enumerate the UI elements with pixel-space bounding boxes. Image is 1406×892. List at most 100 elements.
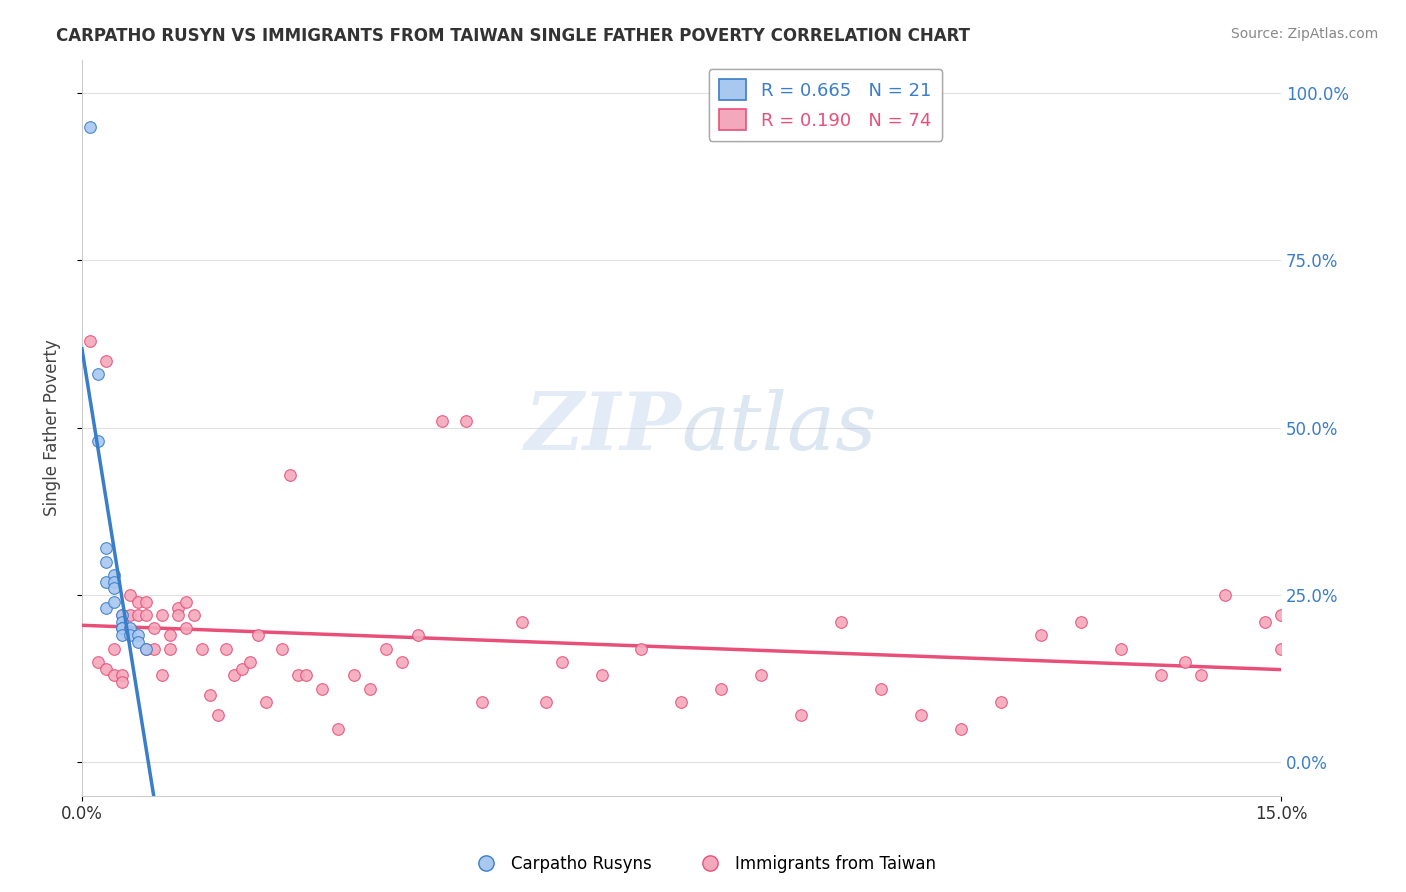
Point <box>215 641 238 656</box>
Point <box>87 434 110 448</box>
Point <box>150 608 173 623</box>
Point <box>103 582 125 596</box>
Point <box>142 641 165 656</box>
Point <box>94 601 117 615</box>
Point <box>94 662 117 676</box>
Point <box>1189 668 1212 682</box>
Point <box>1031 628 1053 642</box>
Point <box>127 608 149 623</box>
Point <box>1254 615 1277 629</box>
Point <box>1213 588 1236 602</box>
Point <box>94 541 117 556</box>
Point <box>751 668 773 682</box>
Point <box>103 595 125 609</box>
Point <box>343 668 366 682</box>
Point <box>1070 615 1092 629</box>
Point <box>135 641 157 656</box>
Point <box>94 574 117 589</box>
Point <box>1174 655 1197 669</box>
Point <box>127 628 149 642</box>
Point <box>550 655 572 669</box>
Point <box>103 574 125 589</box>
Point <box>111 628 134 642</box>
Point <box>830 615 852 629</box>
Point <box>191 641 214 656</box>
Point <box>1270 608 1292 623</box>
Point <box>1150 668 1173 682</box>
Point <box>207 708 229 723</box>
Point <box>79 334 101 348</box>
Point <box>710 681 733 696</box>
Point <box>391 655 413 669</box>
Legend: R = 0.665   N = 21, R = 0.190   N = 74: R = 0.665 N = 21, R = 0.190 N = 74 <box>709 69 942 141</box>
Point <box>127 635 149 649</box>
Point <box>167 601 190 615</box>
Point <box>430 414 453 428</box>
Point <box>246 628 269 642</box>
Legend: Carpatho Rusyns, Immigrants from Taiwan: Carpatho Rusyns, Immigrants from Taiwan <box>463 848 943 880</box>
Point <box>231 662 253 676</box>
Point <box>910 708 932 723</box>
Point <box>174 622 197 636</box>
Point <box>150 668 173 682</box>
Point <box>118 622 141 636</box>
Point <box>94 353 117 368</box>
Point <box>359 681 381 696</box>
Point <box>111 608 134 623</box>
Point <box>239 655 262 669</box>
Point <box>287 668 309 682</box>
Point <box>990 695 1012 709</box>
Point <box>510 615 533 629</box>
Point <box>454 414 477 428</box>
Point <box>1109 641 1132 656</box>
Point <box>374 641 396 656</box>
Point <box>127 595 149 609</box>
Point <box>79 120 101 134</box>
Point <box>111 675 134 690</box>
Point <box>135 608 157 623</box>
Point <box>135 641 157 656</box>
Point <box>103 668 125 682</box>
Point <box>222 668 245 682</box>
Point <box>159 641 181 656</box>
Point <box>118 588 141 602</box>
Point <box>950 722 973 736</box>
Point <box>118 608 141 623</box>
Point <box>270 641 292 656</box>
Point <box>671 695 693 709</box>
Text: ZIP: ZIP <box>524 389 682 467</box>
Point <box>870 681 893 696</box>
Text: atlas: atlas <box>682 389 877 467</box>
Point <box>1270 641 1292 656</box>
Point <box>630 641 652 656</box>
Point <box>278 467 301 482</box>
Point <box>142 622 165 636</box>
Text: Source: ZipAtlas.com: Source: ZipAtlas.com <box>1230 27 1378 41</box>
Point <box>111 622 134 636</box>
Point <box>471 695 494 709</box>
Point <box>534 695 557 709</box>
Point <box>591 668 613 682</box>
Point <box>254 695 277 709</box>
Point <box>111 608 134 623</box>
Point <box>87 655 110 669</box>
Point <box>159 628 181 642</box>
Point <box>87 367 110 381</box>
Point <box>135 595 157 609</box>
Point <box>406 628 429 642</box>
Point <box>790 708 813 723</box>
Point <box>183 608 205 623</box>
Point <box>111 615 134 629</box>
Point <box>294 668 316 682</box>
Point <box>174 595 197 609</box>
Y-axis label: Single Father Poverty: Single Father Poverty <box>44 339 60 516</box>
Point <box>326 722 349 736</box>
Point <box>167 608 190 623</box>
Point <box>311 681 333 696</box>
Text: CARPATHO RUSYN VS IMMIGRANTS FROM TAIWAN SINGLE FATHER POVERTY CORRELATION CHART: CARPATHO RUSYN VS IMMIGRANTS FROM TAIWAN… <box>56 27 970 45</box>
Point <box>94 555 117 569</box>
Point <box>118 628 141 642</box>
Point <box>103 568 125 582</box>
Point <box>198 689 221 703</box>
Point <box>103 641 125 656</box>
